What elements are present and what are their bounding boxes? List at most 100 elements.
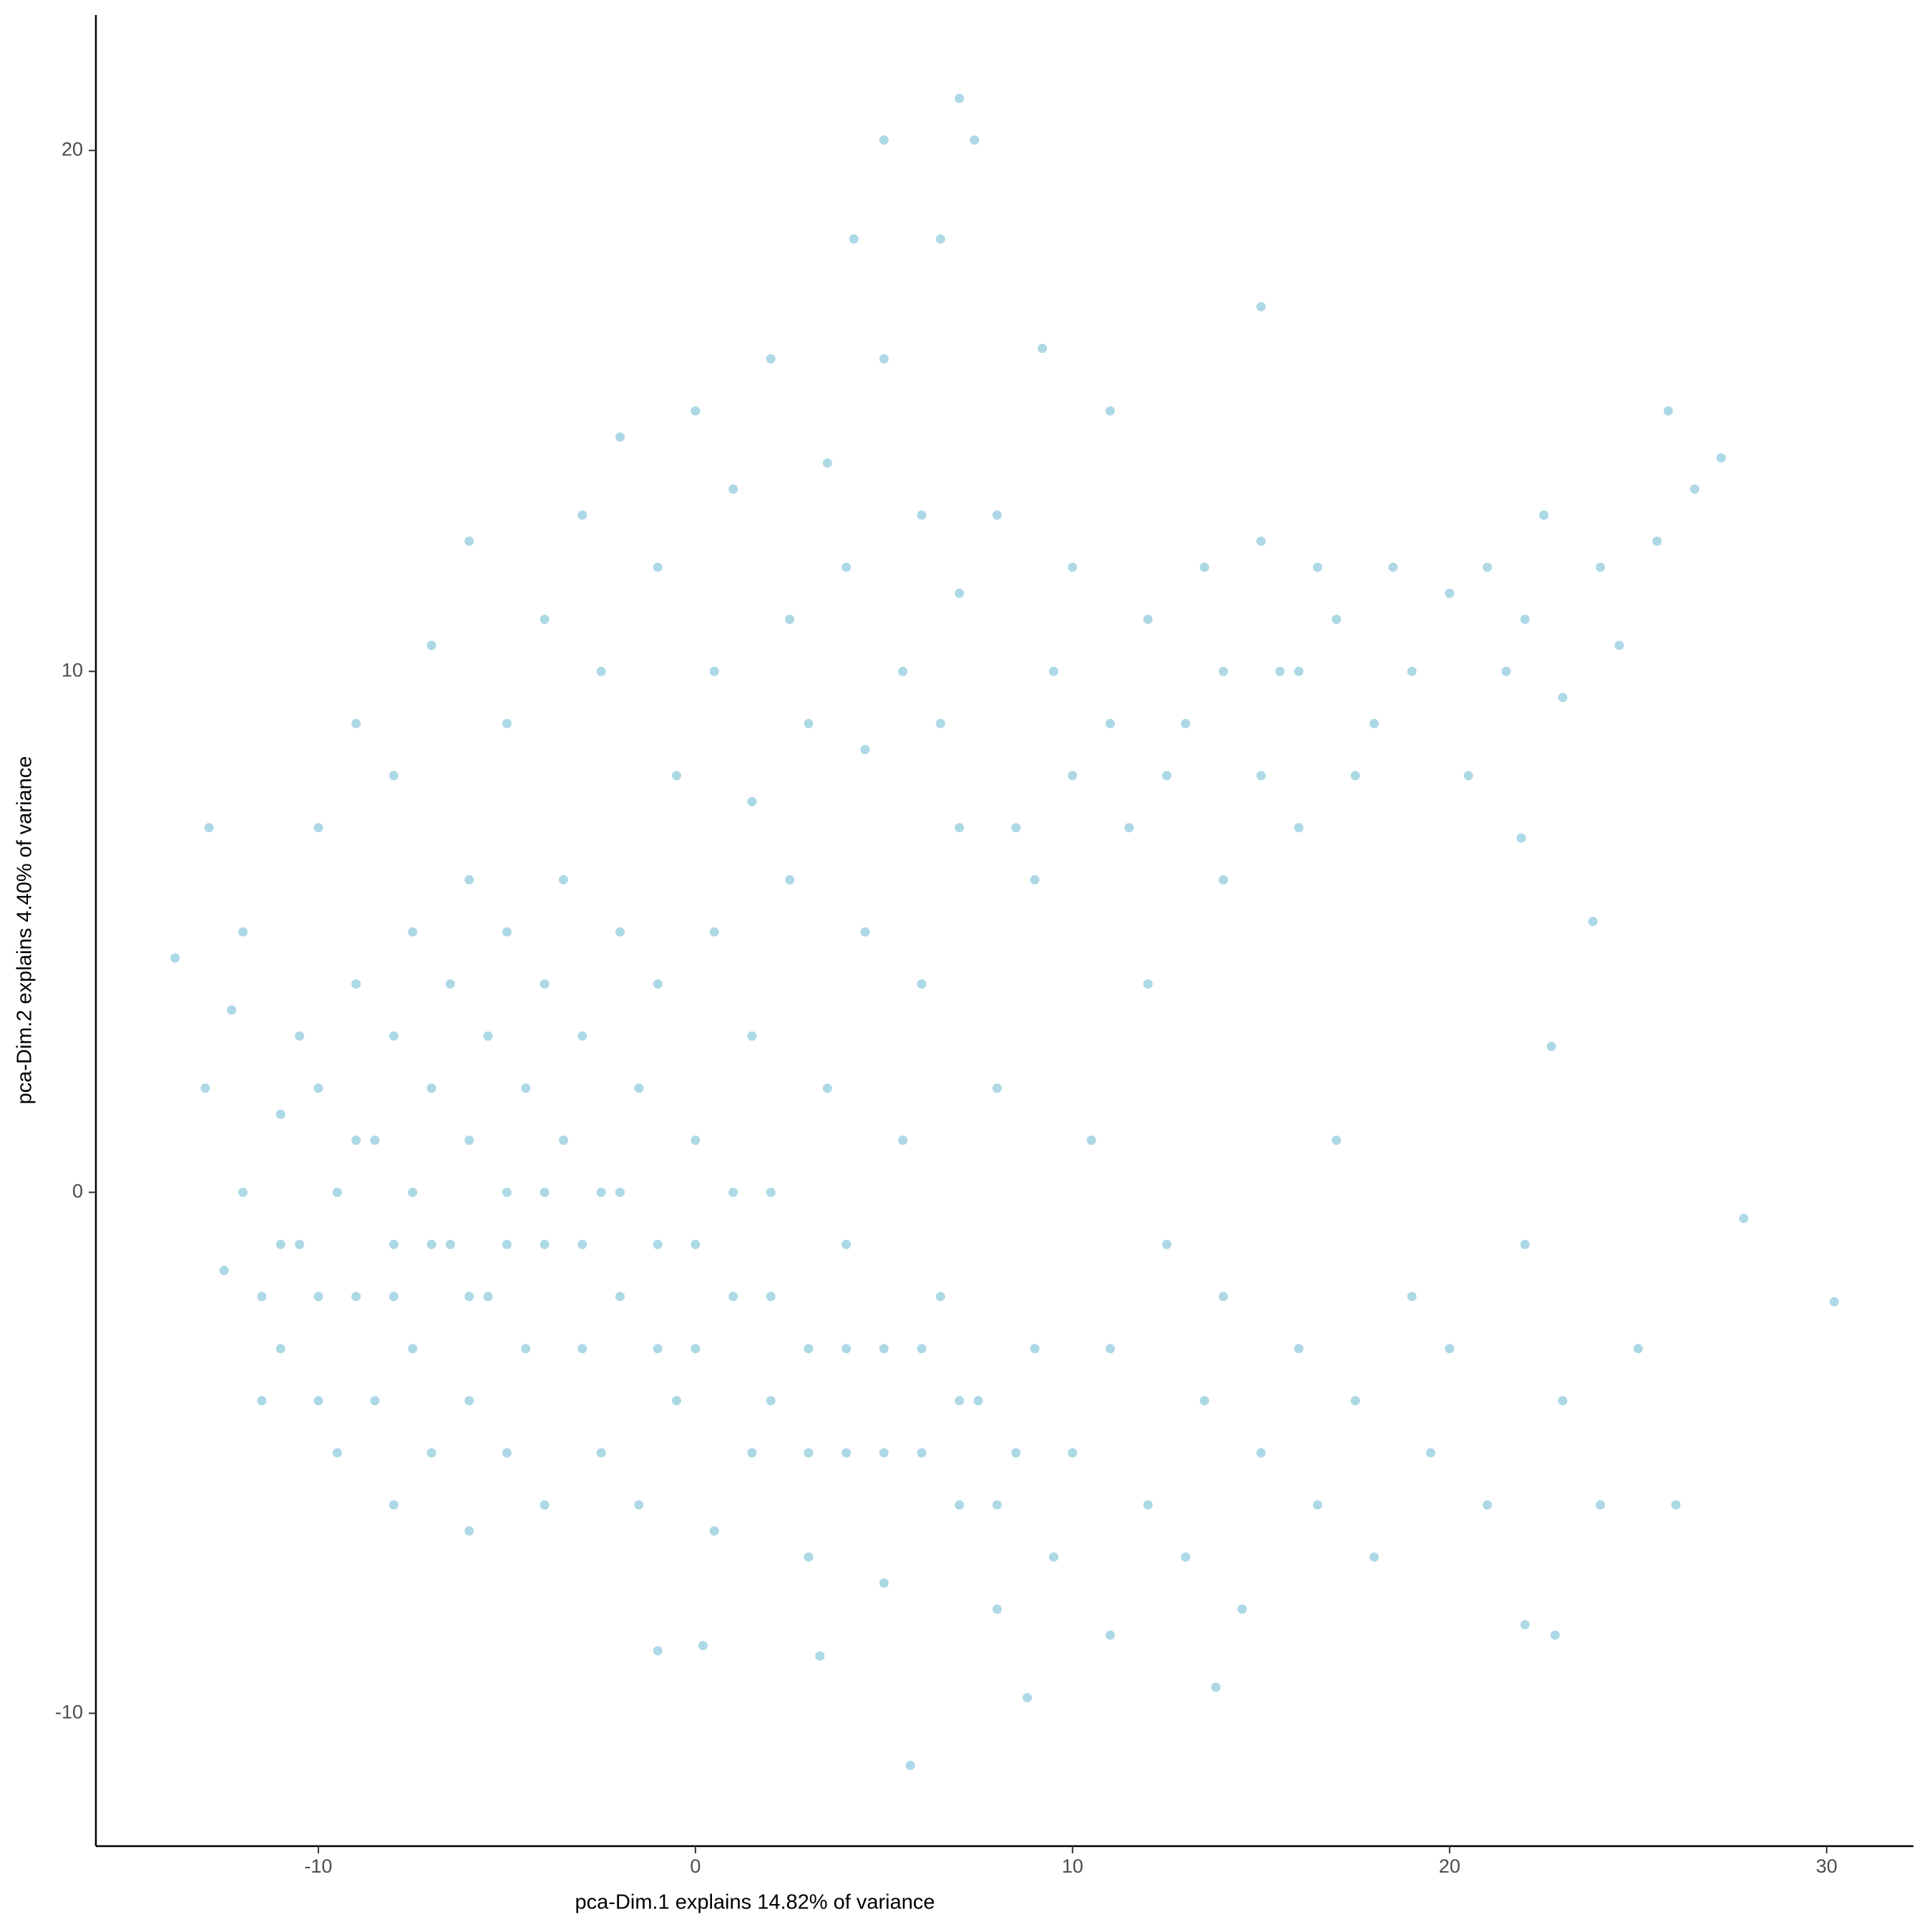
point: [1143, 1500, 1153, 1510]
point: [691, 406, 701, 416]
point: [879, 353, 889, 364]
point: [577, 1239, 587, 1249]
point: [408, 927, 418, 937]
point: [634, 1083, 644, 1093]
point: [200, 1083, 210, 1093]
point: [1068, 1448, 1078, 1458]
point: [1520, 1620, 1530, 1630]
point: [313, 1292, 323, 1302]
point: [698, 1641, 708, 1651]
point: [1106, 718, 1116, 728]
point: [1663, 406, 1673, 416]
point: [1546, 1041, 1556, 1051]
point: [426, 1083, 436, 1093]
point: [1312, 562, 1322, 572]
point: [709, 927, 719, 937]
point: [1211, 1682, 1221, 1692]
point: [332, 1448, 342, 1458]
point: [351, 718, 361, 728]
point: [540, 1239, 550, 1249]
point: [973, 1396, 983, 1406]
point: [860, 927, 870, 937]
point: [672, 771, 682, 781]
point: [1652, 536, 1662, 546]
point: [1516, 833, 1526, 843]
point: [1256, 771, 1266, 781]
point: [464, 1136, 474, 1146]
point: [1023, 1693, 1033, 1703]
point: [1312, 1500, 1322, 1510]
point: [935, 234, 945, 244]
point: [540, 615, 550, 625]
point: [502, 718, 512, 728]
point: [1483, 562, 1493, 572]
point: [445, 1239, 455, 1249]
point: [917, 1344, 927, 1354]
point: [898, 1136, 908, 1146]
y-tick-label: 10: [62, 659, 83, 680]
point: [728, 1187, 738, 1197]
point: [970, 135, 980, 145]
point: [785, 615, 795, 625]
point: [596, 1448, 606, 1458]
point: [295, 1031, 305, 1041]
point: [766, 1292, 776, 1302]
point: [502, 1448, 512, 1458]
point: [1219, 666, 1229, 676]
point: [445, 979, 455, 989]
x-tick-label: -10: [304, 1855, 332, 1877]
point: [1038, 343, 1048, 353]
point: [426, 1448, 436, 1458]
point: [653, 979, 663, 989]
point: [747, 1448, 757, 1458]
point: [1558, 693, 1568, 703]
point: [502, 927, 512, 937]
point: [1199, 1396, 1209, 1406]
point: [1181, 1552, 1191, 1562]
point: [1106, 1630, 1116, 1640]
point: [257, 1396, 267, 1406]
point: [1049, 1552, 1059, 1562]
point: [691, 1344, 701, 1354]
point: [1671, 1500, 1681, 1510]
point: [672, 1396, 682, 1406]
point: [483, 1292, 493, 1302]
point: [917, 1448, 927, 1458]
point: [170, 953, 180, 963]
point: [1550, 1630, 1560, 1640]
y-tick-label: 0: [72, 1180, 83, 1201]
point: [1106, 1344, 1116, 1354]
point: [917, 510, 927, 520]
point: [992, 1083, 1002, 1093]
point: [408, 1344, 418, 1354]
point: [653, 1646, 663, 1656]
point: [596, 1187, 606, 1197]
x-tick-label: 10: [1062, 1855, 1083, 1877]
x-tick-label: 30: [1816, 1855, 1838, 1877]
point: [521, 1344, 531, 1354]
point: [955, 93, 965, 103]
point: [728, 1292, 738, 1302]
point: [1143, 615, 1153, 625]
point: [898, 666, 908, 676]
point: [204, 823, 214, 833]
point: [1407, 666, 1417, 676]
point: [691, 1136, 701, 1146]
point: [1350, 771, 1360, 781]
point: [332, 1187, 342, 1197]
point: [502, 1187, 512, 1197]
point: [822, 458, 832, 468]
point: [1425, 1448, 1435, 1458]
point: [1294, 666, 1304, 676]
point: [860, 745, 870, 755]
point: [483, 1031, 493, 1041]
point: [766, 1396, 776, 1406]
point: [389, 1292, 399, 1302]
point: [351, 979, 361, 989]
point: [691, 1239, 701, 1249]
point: [1181, 718, 1191, 728]
point: [1294, 823, 1304, 833]
y-tick-label: -10: [55, 1701, 83, 1722]
point: [1520, 1239, 1530, 1249]
